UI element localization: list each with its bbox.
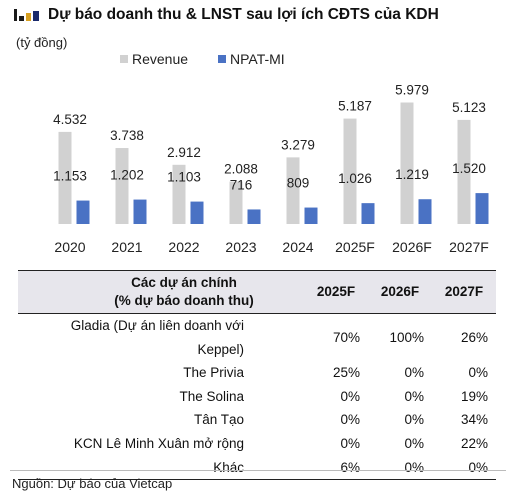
- project-name: The Privia: [183, 365, 244, 381]
- project-share: 100%: [389, 329, 424, 345]
- revenue-bar: [229, 181, 243, 224]
- chart-title: Dự báo doanh thu & LNST sau lợi ích CĐTS…: [48, 6, 439, 23]
- project-share: 0%: [404, 388, 424, 404]
- revenue-bar: [115, 148, 129, 224]
- project-share: 0%: [340, 388, 360, 404]
- project-name: The Solina: [179, 388, 244, 404]
- project-share: 25%: [332, 365, 360, 381]
- table-row: Gladia (Dự án liên doanh với Keppel) 70%…: [18, 314, 496, 362]
- x-tick-label: 2027F: [449, 239, 489, 255]
- npat-bar: [418, 199, 432, 224]
- npat-bar: [475, 193, 489, 224]
- x-tick-label: 2020: [54, 239, 85, 255]
- revenue-data-label: 3.279: [281, 137, 315, 152]
- table-header-year: 2026F: [368, 270, 432, 314]
- project-share: 19%: [460, 388, 488, 404]
- source-note: Nguồn: Dự báo của Vietcap: [12, 476, 173, 491]
- x-tick-label: 2026F: [392, 239, 432, 255]
- table-row: The Solina 0% 0% 19%: [18, 385, 496, 409]
- npat-bar: [361, 203, 375, 224]
- legend-label: NPAT-MI: [230, 51, 285, 67]
- revenue-bar: [343, 118, 357, 224]
- npat-data-label: 1.219: [395, 167, 429, 182]
- x-tick-label: 2025F: [335, 239, 375, 255]
- npat-data-label: 1.103: [167, 170, 201, 185]
- x-tick-label: 2021: [111, 239, 142, 255]
- unit-label: (tỷ đồng): [16, 35, 68, 50]
- table-header-projects: Các dự án chính (% dự báo doanh thu): [18, 270, 304, 314]
- project-share: 26%: [460, 329, 488, 345]
- project-share: 70%: [332, 329, 360, 345]
- bar-chart: Revenue NPAT-MI 4.532 1.153 2020 3.738 1.202 20…: [53, 51, 489, 255]
- revenue-bar: [457, 119, 471, 224]
- project-share: 6%: [304, 455, 368, 481]
- npat-bar: [76, 200, 90, 224]
- npat-data-label: 716: [230, 177, 253, 192]
- table-header-year: 2027F: [432, 270, 496, 314]
- x-tick-label: 2024: [282, 239, 313, 255]
- x-tick-label: 2023: [225, 239, 256, 255]
- project-share: 0%: [404, 412, 424, 428]
- revenue-data-label: 2.088: [224, 162, 258, 177]
- npat-bar: [304, 207, 318, 224]
- revenue-data-label: 2.912: [167, 145, 201, 160]
- revenue-data-label: 5.187: [338, 99, 372, 114]
- footer-divider: [10, 470, 506, 471]
- project-share: 0%: [468, 365, 488, 381]
- table-header-line1: Các dự án chính: [131, 275, 237, 290]
- title-row: Dự báo doanh thu & LNST sau lợi ích CĐTS…: [14, 6, 439, 24]
- table-row: KCN Lê Minh Xuân mở rộng 0% 0% 22%: [18, 432, 496, 456]
- project-name: Gladia (Dự án liên doanh với Keppel): [70, 318, 244, 357]
- revenue-data-label: 3.738: [110, 128, 144, 143]
- table-row: Khác 6% 0% 0%: [18, 455, 496, 481]
- project-share: 0%: [340, 435, 360, 451]
- project-share: 22%: [460, 435, 488, 451]
- brand-logo: [14, 9, 41, 21]
- npat-data-label: 1.153: [53, 169, 87, 184]
- project-share: 0%: [432, 455, 496, 481]
- revenue-bar: [400, 102, 414, 224]
- npat-bar: [133, 199, 147, 224]
- legend-swatch: [218, 55, 226, 63]
- legend-label: Revenue: [132, 51, 188, 67]
- npat-bar: [190, 201, 204, 224]
- npat-bar: [247, 209, 261, 224]
- project-name: KCN Lê Minh Xuân mở rộng: [73, 435, 244, 451]
- legend-swatch: [120, 55, 128, 63]
- table-row: The Privia 25% 0% 0%: [18, 361, 496, 385]
- table-row: Tân Tạo 0% 0% 34%: [18, 408, 496, 432]
- project-share: 0%: [368, 455, 432, 481]
- project-share: 0%: [340, 412, 360, 428]
- projects-table: Các dự án chính (% dự báo doanh thu) 202…: [18, 270, 496, 481]
- npat-data-label: 1.026: [338, 171, 372, 186]
- npat-data-label: 1.520: [452, 161, 486, 176]
- revenue-data-label: 5.979: [395, 82, 429, 97]
- npat-data-label: 1.202: [110, 168, 144, 183]
- table-header-line2: (% dự báo doanh thu): [114, 293, 254, 308]
- project-share: 0%: [404, 365, 424, 381]
- revenue-bar: [58, 131, 72, 224]
- table-header-row: Các dự án chính (% dự báo doanh thu) 202…: [18, 270, 496, 314]
- revenue-bar: [286, 157, 300, 224]
- project-name: Khác: [18, 455, 304, 481]
- revenue-data-label: 5.123: [452, 100, 486, 115]
- table-header-year: 2025F: [304, 270, 368, 314]
- revenue-bar: [172, 164, 186, 224]
- revenue-data-label: 4.532: [53, 112, 87, 127]
- project-name: Tân Tạo: [193, 412, 244, 428]
- x-tick-label: 2022: [168, 239, 199, 255]
- project-share: 34%: [460, 412, 488, 428]
- project-share: 0%: [404, 435, 424, 451]
- npat-data-label: 809: [287, 176, 310, 191]
